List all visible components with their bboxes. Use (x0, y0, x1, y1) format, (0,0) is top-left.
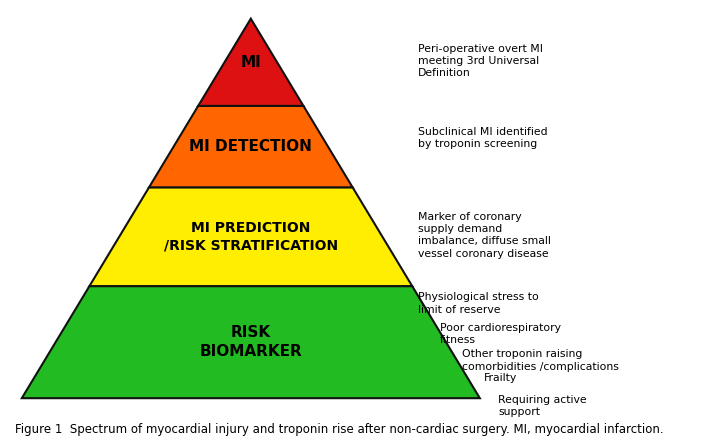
Text: Subclinical MI identified
by troponin screening: Subclinical MI identified by troponin sc… (418, 127, 547, 149)
Text: Requiring active
support: Requiring active support (498, 395, 587, 417)
Text: MI PREDICTION
/RISK STRATIFICATION: MI PREDICTION /RISK STRATIFICATION (164, 221, 338, 252)
Text: Frailty: Frailty (483, 373, 517, 383)
Text: Peri-operative overt MI
meeting 3rd Universal
Definition: Peri-operative overt MI meeting 3rd Univ… (418, 44, 543, 78)
Text: Figure 1  Spectrum of myocardial injury and troponin rise after non-cardiac surg: Figure 1 Spectrum of myocardial injury a… (15, 423, 663, 436)
Polygon shape (149, 106, 353, 188)
Polygon shape (198, 19, 303, 106)
Text: MI: MI (241, 55, 261, 70)
Polygon shape (89, 188, 412, 286)
Text: Poor cardiorespiratory
fitness: Poor cardiorespiratory fitness (440, 323, 561, 345)
Polygon shape (22, 286, 480, 398)
Text: Other troponin raising
comorbidities /complications: Other troponin raising comorbidities /co… (462, 349, 619, 372)
Text: RISK
BIOMARKER: RISK BIOMARKER (199, 326, 302, 359)
Text: Physiological stress to
limit of reserve: Physiological stress to limit of reserve (418, 293, 539, 315)
Text: MI DETECTION: MI DETECTION (189, 139, 313, 154)
Text: Marker of coronary
supply demand
imbalance, diffuse small
vessel coronary diseas: Marker of coronary supply demand imbalan… (418, 211, 551, 259)
